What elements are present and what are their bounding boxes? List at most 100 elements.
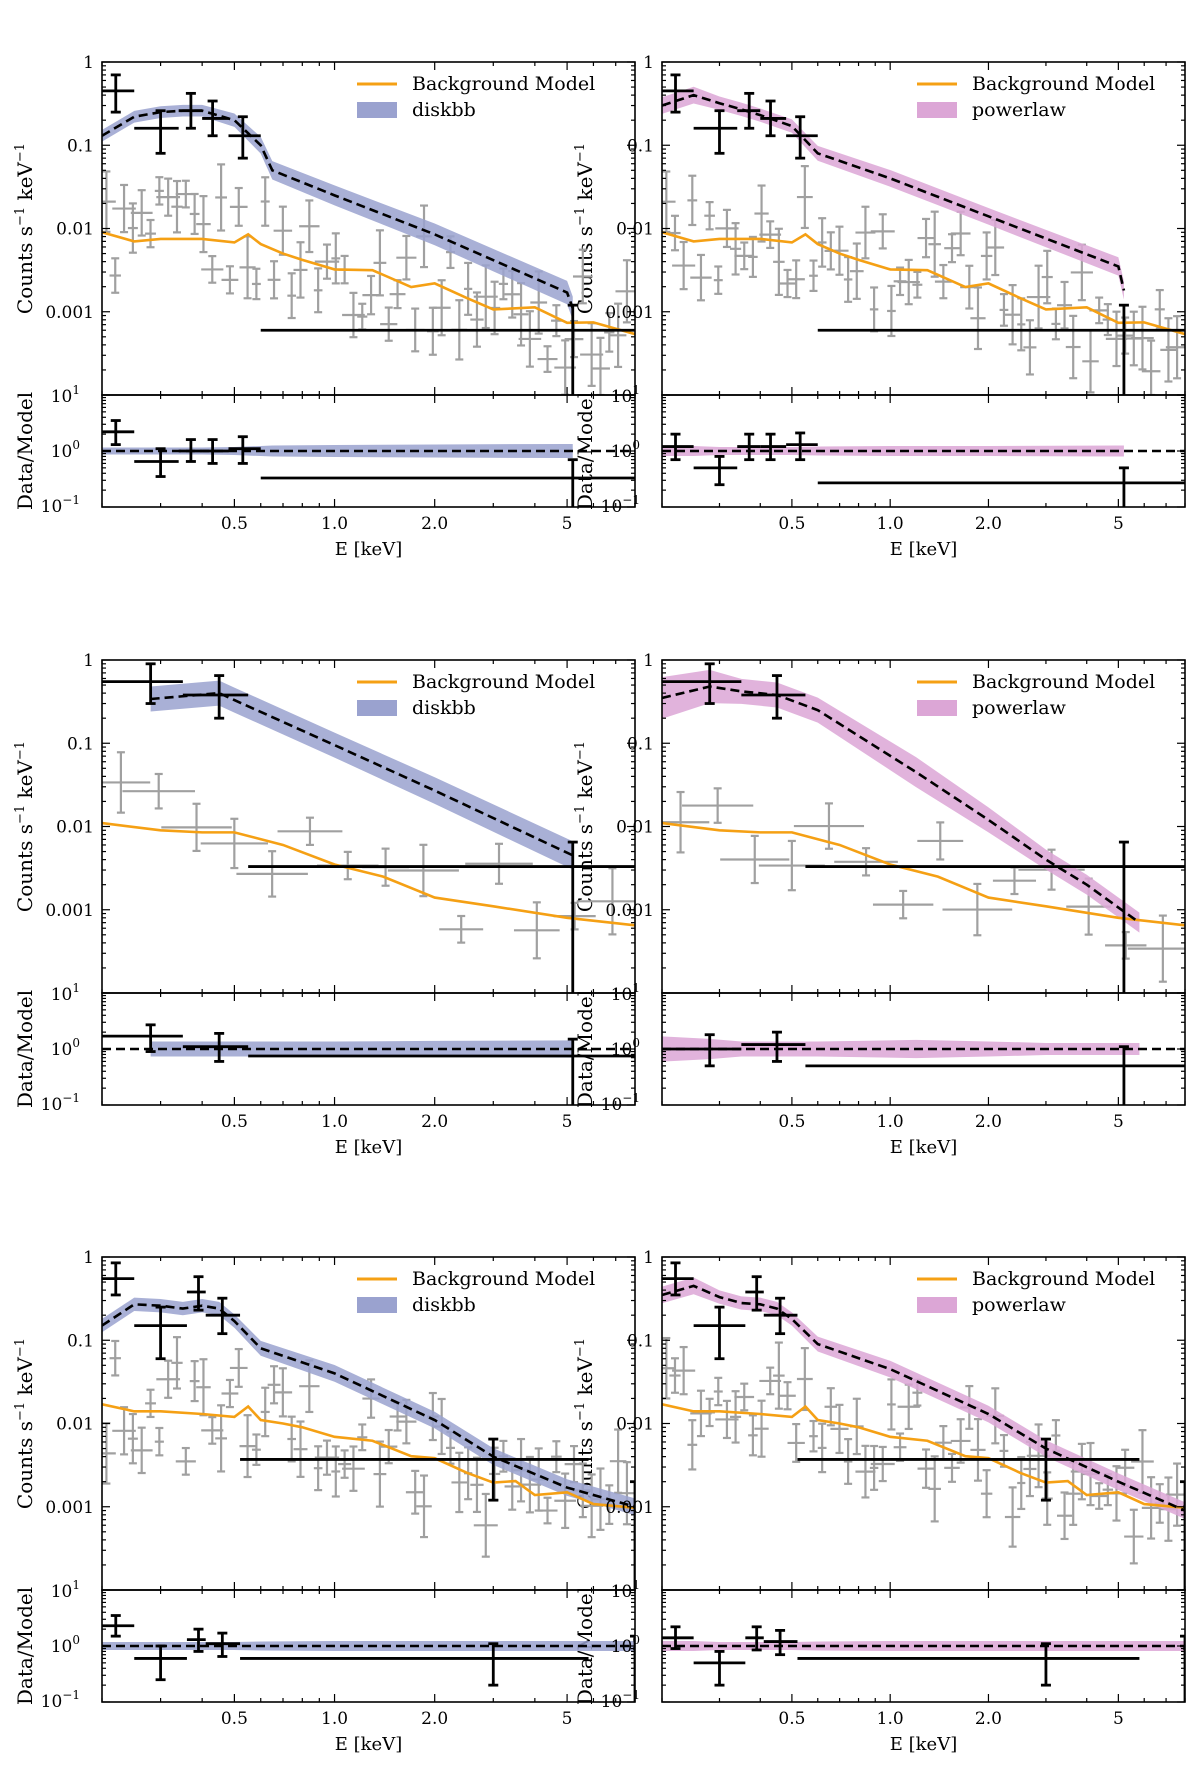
background-data-point <box>229 1347 248 1388</box>
ratio-tick-label: 101 <box>611 1578 640 1602</box>
x-axis-label: E [keV] <box>890 1137 957 1158</box>
ratio-point <box>134 447 179 478</box>
background-data-point <box>590 336 610 395</box>
legend-background-label: Background Model <box>972 73 1155 95</box>
ratio-tick-exp: −1 <box>62 1091 80 1105</box>
background-data-point <box>682 787 754 824</box>
background-data-point <box>299 199 320 254</box>
ratio-tick-label: 10−1 <box>601 1091 640 1115</box>
ratio-point <box>182 1031 249 1063</box>
background-data-point <box>759 1366 782 1396</box>
y-label-part: Counts s <box>13 226 37 314</box>
spectrum-plot-area <box>102 662 635 993</box>
ratio-tick-label: 101 <box>611 981 640 1005</box>
legend-background-label: Background Model <box>412 671 595 693</box>
legend-model-label: powerlaw <box>972 99 1067 121</box>
ratio-tick-base: 10 <box>51 387 73 407</box>
ratio-tick-label: 10−1 <box>41 493 80 517</box>
data-point <box>102 1261 135 1297</box>
data-point <box>693 1305 746 1361</box>
y-axis-label-counts: Counts s−1 keV−1 <box>573 143 597 314</box>
background-data-point <box>662 170 676 234</box>
y-axis-label-counts: Counts s−1 keV−1 <box>13 143 37 314</box>
background-data-point <box>201 1416 224 1445</box>
legend-background-label: Background Model <box>972 1268 1155 1290</box>
ratio-point <box>240 1642 589 1687</box>
y-tick-label: 0.001 <box>45 901 94 921</box>
background-data-point <box>796 1347 813 1412</box>
background-data-point <box>513 901 560 960</box>
data-point <box>662 662 742 705</box>
background-data-point <box>796 165 813 230</box>
y-tick-label: 1 <box>83 651 94 671</box>
ratio-point <box>134 1644 187 1682</box>
background-data-point <box>161 802 232 853</box>
ratio-point <box>662 1625 694 1650</box>
background-data-point <box>145 218 156 249</box>
x-tick-label: 2.0 <box>975 514 1002 534</box>
background-data-point <box>1141 1476 1161 1540</box>
data-point <box>205 1296 241 1336</box>
x-tick-label: 0.5 <box>221 1709 248 1729</box>
data-point <box>260 303 635 395</box>
y-label-unit-exp: −1 <box>13 143 28 162</box>
background-data-point <box>373 229 387 297</box>
background-data-point <box>109 1339 121 1377</box>
x-tick-label: 1.0 <box>877 514 904 534</box>
background-data-point <box>260 1386 270 1438</box>
x-axis-label: E [keV] <box>335 1137 402 1158</box>
y-tick-label: 0.1 <box>627 1331 654 1351</box>
y-label-unit: keV <box>573 760 597 805</box>
ratio-point <box>786 431 818 462</box>
data-point <box>182 674 249 720</box>
x-tick-label: 5 <box>562 1709 573 1729</box>
x-tick-label: 2.0 <box>421 514 448 534</box>
data-point <box>763 1296 798 1336</box>
y-label-unit: keV <box>573 162 597 207</box>
x-tick-label: 0.5 <box>778 1709 805 1729</box>
data-point <box>693 109 738 155</box>
x-tick-label: 0.5 <box>221 1112 248 1132</box>
background-model-line <box>662 231 1185 336</box>
background-data-point <box>196 195 211 254</box>
background-data-point <box>102 751 151 814</box>
ratio-tick-label: 100 <box>611 438 640 462</box>
background-model-line <box>102 1403 635 1510</box>
ratio-tick-exp: 1 <box>632 1578 640 1592</box>
x-tick-label: 0.5 <box>221 514 248 534</box>
background-data-point <box>215 163 227 232</box>
background-data-point <box>970 1417 986 1482</box>
ratio-tick-base: 10 <box>611 1040 633 1060</box>
y-label-unit: keV <box>13 1357 37 1402</box>
data-point <box>186 1275 206 1312</box>
ratio-tick-exp: 0 <box>72 438 80 452</box>
data-point <box>248 840 635 993</box>
y-tick-label: 0.001 <box>605 901 654 921</box>
x-axis-label: E [keV] <box>890 1734 957 1755</box>
background-data-point <box>200 817 268 870</box>
spectrum-plot-area <box>662 1261 1185 1590</box>
x-tick-label: 1.0 <box>321 1709 348 1729</box>
y-tick-label: 0.001 <box>605 1498 654 1518</box>
background-data-point <box>830 1403 849 1455</box>
y-label-exp: −1 <box>573 1402 588 1421</box>
background-data-point <box>1105 930 1147 960</box>
background-data-point <box>342 1445 365 1492</box>
ratio-tick-label: 101 <box>51 981 80 1005</box>
background-data-point <box>855 205 876 260</box>
y-tick-label: 0.01 <box>56 220 94 240</box>
background-data-point <box>830 225 849 276</box>
background-data-point <box>934 263 952 300</box>
background-data-point <box>843 1438 853 1485</box>
background-data-point <box>662 1336 676 1400</box>
background-data-point <box>127 1412 138 1465</box>
background-data-point <box>277 816 343 847</box>
ratio-tick-exp: 0 <box>632 1036 640 1050</box>
legend-model-swatch <box>917 700 957 716</box>
ratio-tick-base: 10 <box>51 1582 73 1602</box>
background-data-point <box>387 843 459 898</box>
background-data-point <box>754 184 769 243</box>
ratio-plot-area <box>102 1614 635 1702</box>
y-tick-label: 0.1 <box>627 136 654 156</box>
legend-background-label: Background Model <box>972 671 1155 693</box>
